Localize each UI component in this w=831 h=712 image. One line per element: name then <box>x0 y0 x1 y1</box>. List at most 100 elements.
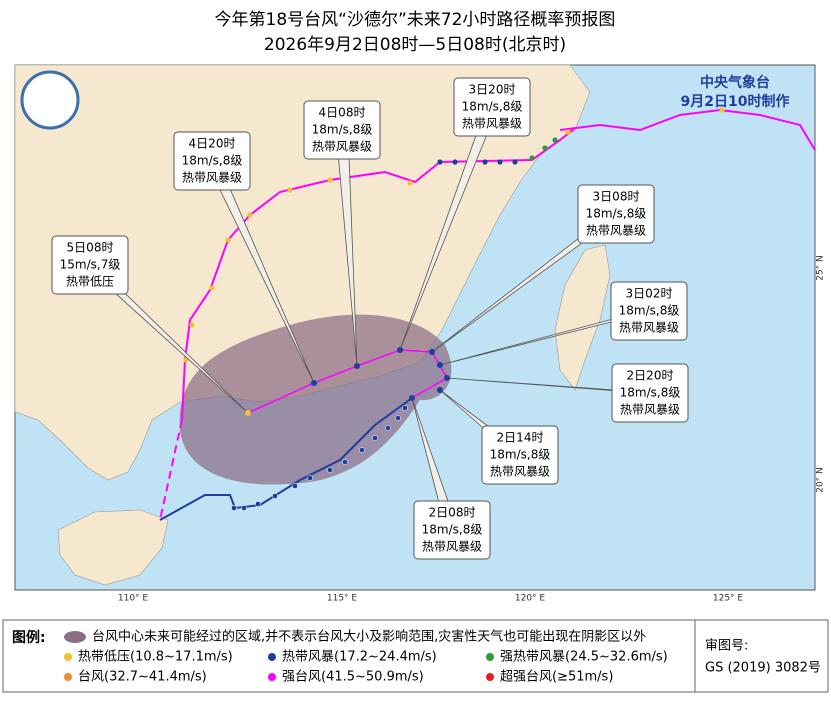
legend-label: 台风(32.7~41.4m/s) <box>78 670 207 685</box>
callout-time: 2日08时 <box>429 506 476 520</box>
lon-label: 125° E <box>713 594 744 604</box>
callout-time: 2日14时 <box>497 431 544 445</box>
track-dot <box>482 159 488 165</box>
callout-box <box>611 363 689 423</box>
callout-box <box>51 235 129 295</box>
track-dot <box>287 187 293 193</box>
approval-label: 审图号: <box>705 639 748 654</box>
callout-time: 5日08时 <box>67 241 114 255</box>
track-dot <box>255 501 261 507</box>
callout-grade: 热带低压 <box>66 275 114 289</box>
track-dot <box>231 505 237 511</box>
track-dot <box>437 159 443 165</box>
track-dot <box>395 415 401 421</box>
track-dot <box>292 483 298 489</box>
forecast-point <box>437 362 443 368</box>
lon-label: 120° E <box>515 594 546 604</box>
taiwan <box>554 244 611 391</box>
lat-label: 25° N <box>816 255 826 281</box>
legend-swatch <box>64 673 72 681</box>
lat-label: 20° N <box>816 467 826 493</box>
lon-label: 115° E <box>327 594 358 604</box>
probability-cone <box>179 314 452 485</box>
cma-logo <box>20 70 80 130</box>
forecast-point <box>354 363 360 369</box>
track-dot <box>542 145 548 151</box>
legend-box <box>2 619 829 693</box>
forecast-point <box>397 347 403 353</box>
forecast-point <box>311 380 317 386</box>
legend-label: 强热带风暴(24.5~32.6m/s) <box>500 650 668 665</box>
callout-box <box>173 131 251 191</box>
track-dot <box>385 425 391 431</box>
callout-time: 4日08时 <box>319 106 366 120</box>
callout-wind: 18m/s,8级 <box>312 123 373 137</box>
track-dot <box>307 475 313 481</box>
callout-box <box>610 281 688 341</box>
callout-wind: 15m/s,7级 <box>60 258 121 272</box>
callout-box <box>577 184 655 244</box>
lon-label: 110° E <box>118 594 149 604</box>
track-dot <box>241 505 247 511</box>
callout-grade: 热带风暴级 <box>462 117 522 131</box>
legend-swatch <box>486 673 494 681</box>
legend-swatch <box>64 653 72 661</box>
track-dot <box>327 177 333 183</box>
callout-grade: 热带风暴级 <box>422 540 482 554</box>
forecast-point <box>444 375 450 381</box>
callout-wind: 18m/s,8级 <box>620 386 681 400</box>
track-dot <box>719 107 725 113</box>
area-note: 台风中心未来可能经过的区域,并不表示台风大小及影响范围,灾害性天气也可能出现在阴… <box>92 629 646 645</box>
callout-wind: 18m/s,8级 <box>619 304 680 318</box>
track-dot <box>565 129 571 135</box>
cone-swatch <box>64 631 86 643</box>
callout-box <box>413 500 491 560</box>
track-dot <box>225 237 231 243</box>
approval-number: GS (2019) 3082号 <box>705 661 821 676</box>
callout-wind: 18m/s,8级 <box>490 448 551 462</box>
track-dot <box>512 159 518 165</box>
callout-box <box>453 77 531 137</box>
callout-time: 3日02时 <box>626 287 673 301</box>
warning-line-dashed <box>159 419 183 521</box>
callout-time: 4日20时 <box>189 137 236 151</box>
callout-grade: 热带风暴级 <box>620 403 680 417</box>
callout-box <box>481 425 559 485</box>
track-dot <box>552 137 558 143</box>
track-dot <box>342 459 348 465</box>
track-dot <box>272 493 278 499</box>
legend-label: 超强台风(≥51m/s) <box>500 670 613 685</box>
issued-time: 9月2日10时制作 <box>681 93 790 110</box>
callout-wind: 18m/s,8级 <box>462 100 523 114</box>
forecast-point <box>437 387 443 393</box>
legend-label: 热带低压(10.8~17.1m/s) <box>78 650 233 665</box>
forecast-point <box>245 410 251 416</box>
legend-swatch <box>268 653 276 661</box>
agency-name: 中央气象台 <box>700 74 770 91</box>
hainan <box>57 509 169 586</box>
legend-swatch <box>486 653 494 661</box>
track-dot <box>209 285 215 291</box>
track-dot <box>452 159 458 165</box>
callout-box <box>303 100 381 160</box>
track-dot <box>372 435 378 441</box>
callout-wind: 18m/s,8级 <box>586 207 647 221</box>
track-dot <box>359 447 365 453</box>
legend-title: 图例: <box>12 629 46 646</box>
callout-grade: 热带风暴级 <box>182 171 242 185</box>
track-dot <box>529 155 535 161</box>
forecast-point <box>429 349 435 355</box>
track-dot <box>327 467 333 473</box>
track-dot <box>407 180 413 186</box>
track-dot <box>189 322 195 328</box>
warning-line-east <box>559 108 816 151</box>
subtitle: 2026年9月2日08时—5日08时(北京时) <box>264 35 566 55</box>
legend-label: 热带风暴(17.2~24.4m/s) <box>282 650 437 665</box>
track-dot <box>497 159 503 165</box>
callout-grade: 热带风暴级 <box>312 140 372 154</box>
forecast-point <box>409 395 415 401</box>
callout-wind: 18m/s,8级 <box>182 154 243 168</box>
callout-time: 3日08时 <box>593 190 640 204</box>
legend-label: 强台风(41.5~50.9m/s) <box>282 670 424 685</box>
callout-time: 3日20时 <box>469 83 516 97</box>
